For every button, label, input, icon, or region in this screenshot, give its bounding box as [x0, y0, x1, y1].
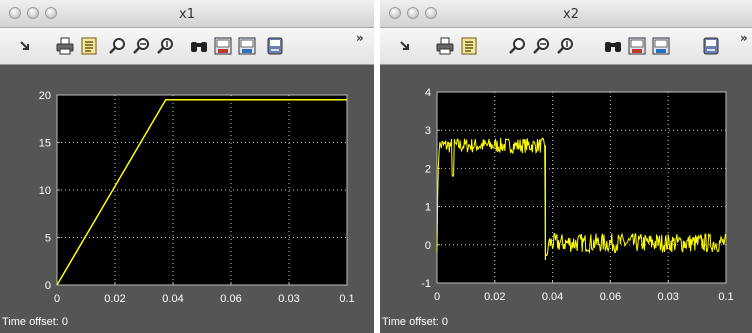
toolbar: »	[0, 28, 374, 65]
y-tick-label: 4	[425, 87, 431, 99]
zoom-icon[interactable]	[508, 37, 526, 55]
x-tick-label: 0.02	[104, 293, 125, 305]
x-tick-label: 0.04	[542, 291, 563, 303]
x-tick-label: 0.02	[484, 291, 505, 303]
scope-plot-x1: 0 0.02 0.04 0.06 0.03 0.1 0 5 10 15 20	[39, 90, 355, 305]
floating-scope-icon[interactable]	[702, 37, 720, 55]
zoom-x-icon[interactable]	[132, 37, 150, 55]
title-bar[interactable]: x2	[380, 0, 752, 28]
window-title: x2	[563, 7, 579, 22]
zoom-icon[interactable]	[108, 37, 126, 55]
x-tick-label: 0.06	[220, 293, 241, 305]
time-offset-status: Time offset: 0	[382, 316, 449, 328]
y-tick-label: 15	[39, 138, 51, 150]
x-tick-label: 0.1	[339, 293, 354, 305]
title-bar[interactable]: x1	[0, 0, 374, 28]
y-tick-label: 2	[425, 163, 431, 175]
plot-area	[437, 92, 726, 283]
arrow-icon[interactable]	[16, 37, 34, 55]
restore-axes-icon[interactable]	[652, 37, 670, 55]
x-tick-label: 0	[434, 291, 440, 303]
axes-frame	[436, 91, 727, 284]
floating-scope-icon[interactable]	[266, 37, 284, 55]
x-tick-label: 0.03	[278, 293, 299, 305]
save-axes-icon[interactable]	[628, 37, 646, 55]
y-tick-label: -1	[421, 278, 431, 290]
parameters-icon[interactable]	[460, 37, 478, 55]
restore-axes-icon[interactable]	[238, 37, 256, 55]
scope-window-x1: x1 » 0 0.02 0.04 0.06 0.03 0.1 0 5 10 15 20 Time o…	[0, 0, 374, 333]
toolbar: »	[380, 28, 752, 65]
toolbar-overflow-button[interactable]: »	[356, 31, 364, 45]
x-tick-label: 0.1	[718, 291, 733, 303]
y-tick-label: 3	[425, 125, 431, 137]
close-window-button[interactable]	[9, 7, 21, 19]
arrow-icon[interactable]	[396, 37, 414, 55]
window-title: x1	[179, 7, 195, 22]
minimize-window-button[interactable]	[27, 7, 39, 19]
zoom-y-icon[interactable]	[556, 37, 574, 55]
zoom-window-button[interactable]	[45, 7, 57, 19]
x-tick-label: 0.04	[162, 293, 183, 305]
y-tick-label: 1	[425, 202, 431, 214]
autoscale-binoculars-icon[interactable]	[604, 37, 622, 55]
y-tick-label: 0	[45, 280, 51, 292]
zoom-window-button[interactable]	[425, 7, 437, 19]
x-tick-label: 0	[54, 293, 60, 305]
autoscale-binoculars-icon[interactable]	[190, 37, 208, 55]
y-tick-label: 0	[425, 240, 431, 252]
toolbar-overflow-button[interactable]: »	[740, 31, 748, 45]
y-tick-label: 20	[39, 90, 51, 102]
signal-trace	[436, 137, 727, 257]
time-offset-status: Time offset: 0	[2, 316, 69, 328]
signal-trace	[56, 99, 347, 286]
close-window-button[interactable]	[389, 7, 401, 19]
y-tick-label: 10	[39, 185, 51, 197]
x-tick-label: 0.06	[600, 291, 621, 303]
minimize-window-button[interactable]	[407, 7, 419, 19]
x-tick-label: 0.03	[657, 291, 678, 303]
parameters-icon[interactable]	[80, 37, 98, 55]
zoom-x-icon[interactable]	[532, 37, 550, 55]
scope-window-x2: x2 » 0 0.02 0.04 0.06 0.03 0.1 -1 0 1 2 3 4 Time of…	[380, 0, 752, 333]
y-tick-label: 5	[45, 233, 51, 245]
print-icon[interactable]	[56, 37, 74, 55]
print-icon[interactable]	[436, 37, 454, 55]
save-axes-icon[interactable]	[214, 37, 232, 55]
zoom-y-icon[interactable]	[156, 37, 174, 55]
